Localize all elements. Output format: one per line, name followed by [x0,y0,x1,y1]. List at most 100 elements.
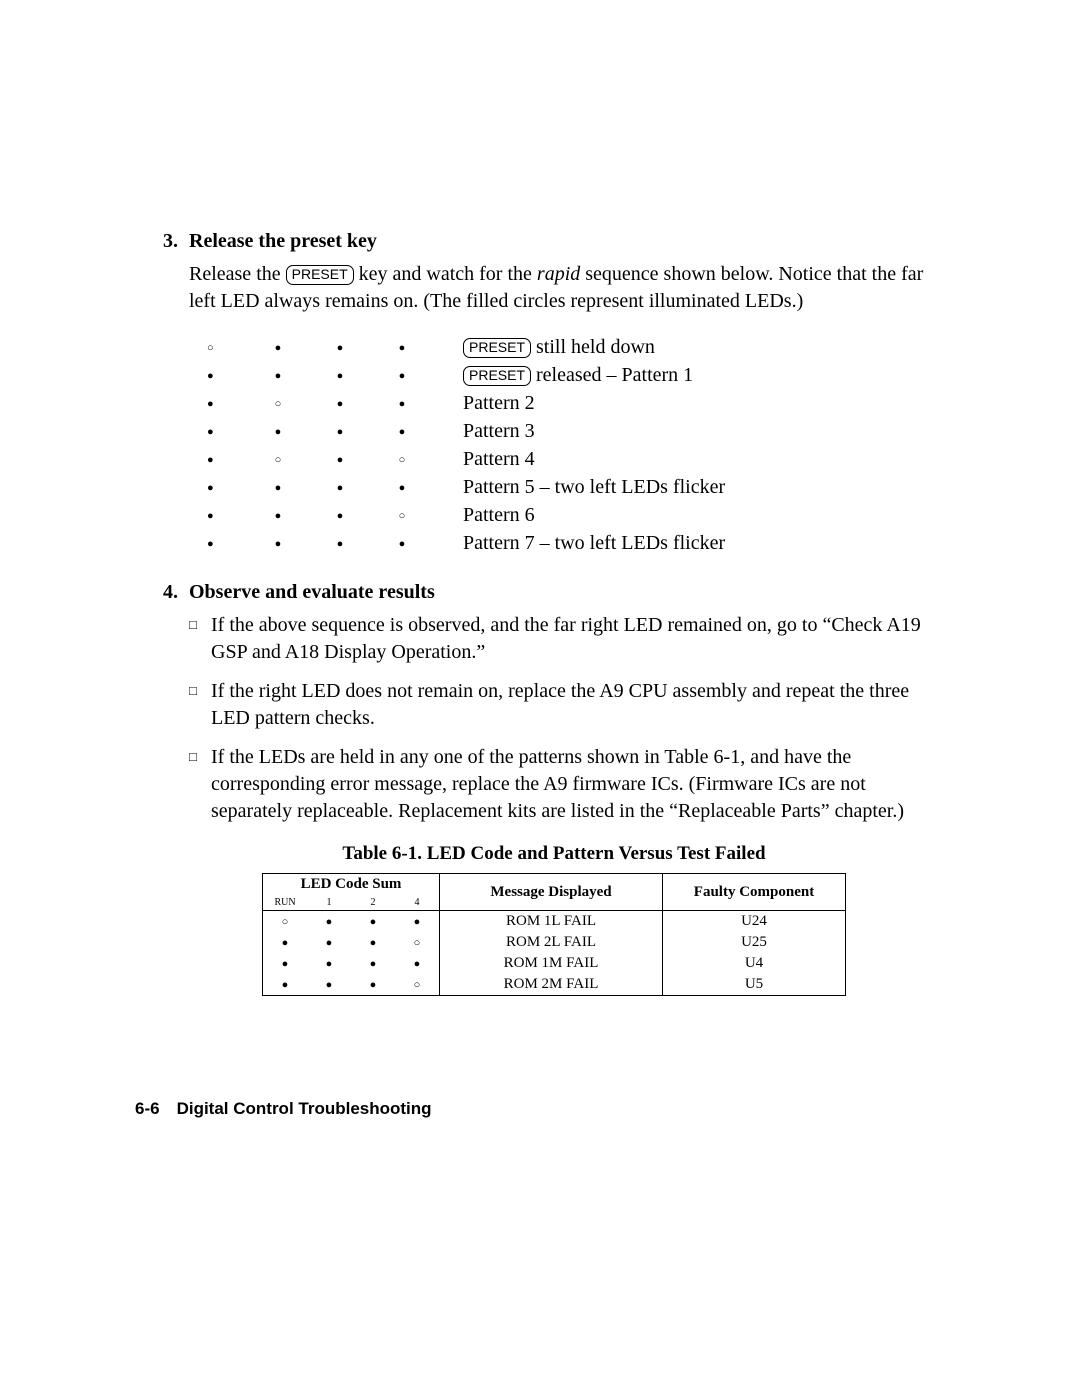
led-on-icon [351,974,395,996]
led-on-icon [307,974,351,996]
led-on-icon [201,480,247,495]
led-on-icon [263,953,308,974]
pattern-row: Pattern 7 – two left LEDs flicker [201,529,945,557]
pattern-row: Pattern 4 [201,445,945,473]
led-pattern-list: PRESET still held downPRESET released – … [201,333,945,557]
preset-key-icon: PRESET [286,265,354,285]
led-on-icon [201,508,247,523]
led-code-table: LED Code SumMessage DisplayedFaulty Comp… [262,873,846,996]
pattern-label: PRESET released – Pattern 1 [433,364,693,387]
led-on-icon [201,452,247,467]
checklist-text: If the LEDs are held in any one of the p… [211,744,945,825]
table-cell-message: ROM 1L FAIL [440,911,663,933]
content-column: 3.Release the preset key Release the PRE… [163,230,945,996]
table-cell-message: ROM 1M FAIL [440,953,663,974]
led-on-icon [351,911,395,933]
step-3-text-1: Release the [189,263,286,285]
led-off-icon [395,932,440,953]
led-on-icon [371,340,433,355]
led-on-icon [247,340,309,355]
led-on-icon [371,368,433,383]
preset-key-icon: PRESET [463,338,531,358]
pattern-label: Pattern 7 – two left LEDs flicker [433,532,725,555]
pattern-row: Pattern 3 [201,417,945,445]
preset-key-icon: PRESET [463,366,531,386]
led-on-icon [309,368,371,383]
step-4-heading: 4.Observe and evaluate results [163,581,945,604]
led-on-icon [351,932,395,953]
led-on-icon [371,424,433,439]
checklist-item: If the above sequence is observed, and t… [189,612,945,666]
led-on-icon [247,368,309,383]
pattern-label-text: Pattern 5 – two left LEDs flicker [463,476,725,498]
led-on-icon [371,396,433,411]
table-subheader: RUN [263,895,308,911]
led-off-icon [263,911,308,933]
pattern-row: PRESET still held down [201,333,945,361]
pattern-label-text: Pattern 6 [463,504,535,526]
pattern-row: Pattern 6 [201,501,945,529]
pattern-label-text: Pattern 4 [463,448,535,470]
page: 3.Release the preset key Release the PRE… [0,0,1080,1397]
table-subheader: 2 [351,895,395,911]
checklist-text: If the right LED does not remain on, rep… [211,678,945,732]
pattern-row: Pattern 2 [201,389,945,417]
step-3-heading: 3.Release the preset key [163,230,945,253]
step-3-emph: rapid [537,263,580,285]
table-header-ledsum: LED Code Sum [263,874,440,896]
led-on-icon [307,953,351,974]
pattern-label: Pattern 5 – two left LEDs flicker [433,476,725,499]
table-subheader: 1 [307,895,351,911]
pattern-row: Pattern 5 – two left LEDs flicker [201,473,945,501]
pattern-label: Pattern 4 [433,448,535,471]
led-on-icon [371,536,433,551]
led-off-icon [371,508,433,523]
table-cell-component: U5 [663,974,846,996]
table-subheader: 4 [395,895,440,911]
led-on-icon [201,396,247,411]
led-on-icon [395,911,440,933]
led-on-icon [263,974,308,996]
table-cell-component: U4 [663,953,846,974]
led-on-icon [247,480,309,495]
led-on-icon [309,480,371,495]
step-3-title: Release the preset key [189,230,377,252]
led-on-icon [309,452,371,467]
table-caption: Table 6-1. LED Code and Pattern Versus T… [163,843,945,865]
led-on-icon [395,953,440,974]
pattern-label-text: Pattern 7 – two left LEDs flicker [463,532,725,554]
led-on-icon [371,480,433,495]
checklist-item: If the LEDs are held in any one of the p… [189,744,945,825]
table-cell-message: ROM 2L FAIL [440,932,663,953]
checkbox-icon [189,678,211,732]
pattern-label-text: still held down [531,336,655,358]
led-off-icon [395,974,440,996]
led-on-icon [309,508,371,523]
step-4: 4.Observe and evaluate results If the ab… [163,581,945,825]
led-off-icon [247,396,309,411]
step-3-number: 3. [163,230,189,253]
led-off-icon [201,340,247,355]
step-4-number: 4. [163,581,189,604]
step-4-checklist: If the above sequence is observed, and t… [189,612,945,825]
table-header-component: Faulty Component [663,874,846,911]
led-on-icon [247,424,309,439]
checkbox-icon [189,612,211,666]
led-on-icon [309,340,371,355]
pattern-label: Pattern 6 [433,504,535,527]
led-on-icon [309,424,371,439]
led-on-icon [201,536,247,551]
led-on-icon [247,508,309,523]
checklist-text: If the above sequence is observed, and t… [211,612,945,666]
pattern-label: Pattern 3 [433,420,535,443]
page-footer: 6-6 Digital Control Troubleshooting [135,1099,432,1119]
led-on-icon [201,368,247,383]
step-3-text-2: key and watch for the [354,263,537,285]
led-on-icon [201,424,247,439]
pattern-label-text: released – Pattern 1 [531,364,693,386]
table-cell-message: ROM 2M FAIL [440,974,663,996]
led-on-icon [309,536,371,551]
table-cell-component: U24 [663,911,846,933]
led-on-icon [247,536,309,551]
led-off-icon [247,452,309,467]
